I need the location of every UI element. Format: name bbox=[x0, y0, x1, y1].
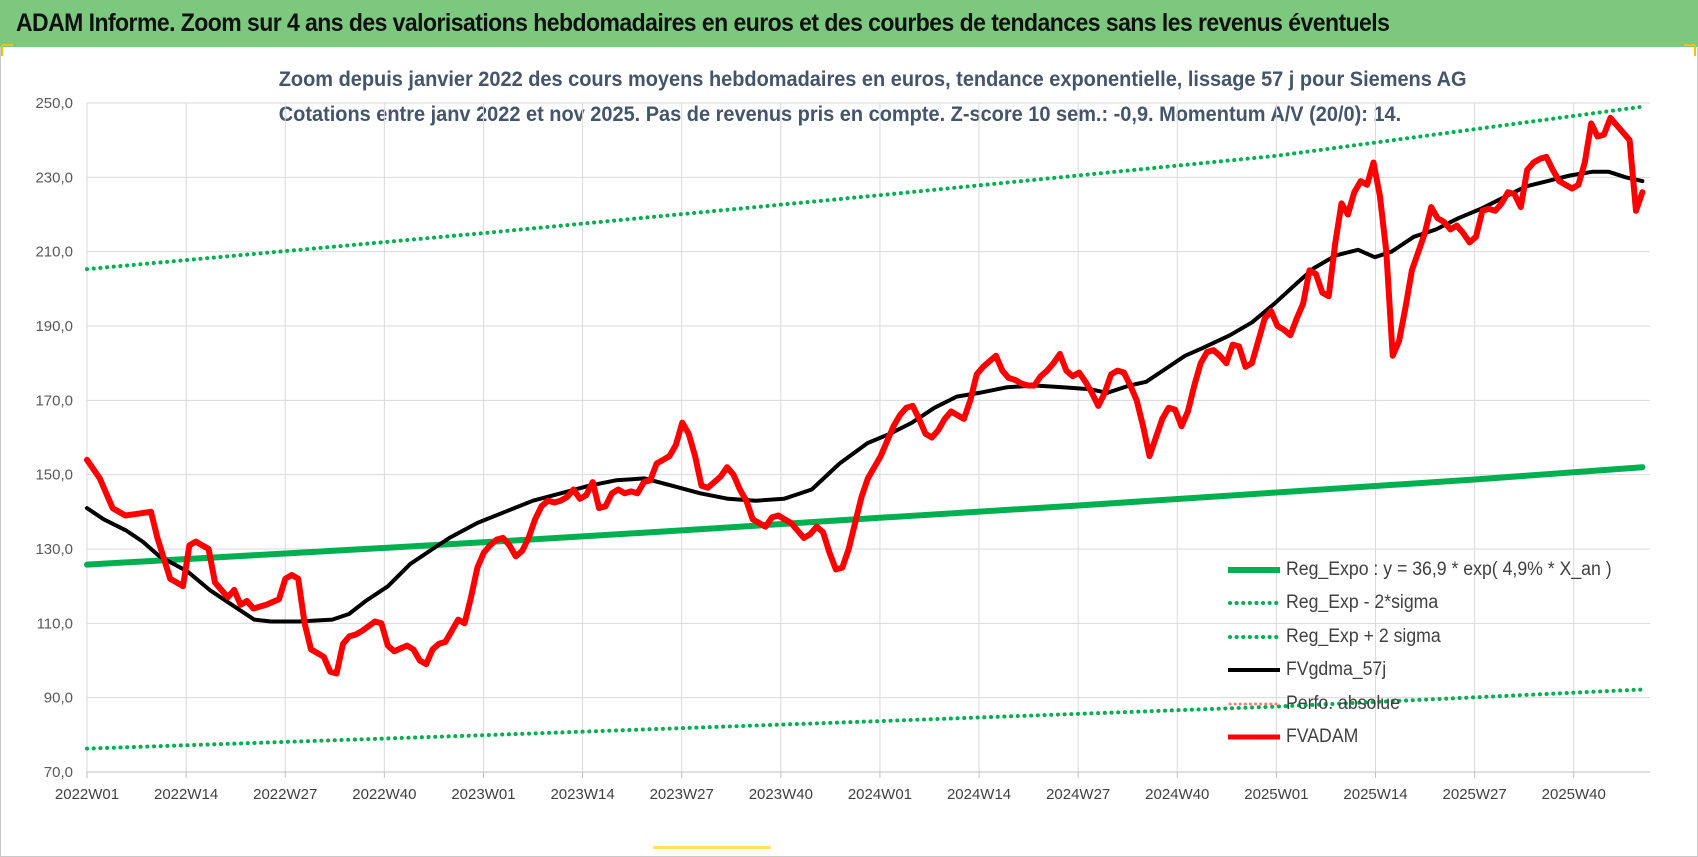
x-tick-label: 2024W14 bbox=[947, 786, 1011, 803]
chart-subtitle-line2: Cotations entre janv 2022 et nov 2025. P… bbox=[278, 103, 1402, 126]
y-tick-label: 110,0 bbox=[37, 615, 73, 632]
legend-label-fvgdma: FVgdma_57j bbox=[1286, 659, 1387, 681]
legend-item-reg-expo: Reg_Expo : y = 36,9 * exp( 4,9% * X_an ) bbox=[1228, 553, 1628, 587]
series-line-3 bbox=[85, 169, 1645, 624]
y-tick-label: 230,0 bbox=[35, 169, 73, 186]
x-tick-label: 2024W40 bbox=[1145, 786, 1209, 803]
legend-label-fvadam: FVADAM bbox=[1286, 726, 1359, 748]
series-line-2 bbox=[85, 104, 1645, 272]
x-tick-label: 2022W01 bbox=[55, 786, 119, 803]
legend-item-fvadam: FVADAM bbox=[1228, 721, 1628, 755]
chart-series bbox=[84, 104, 1646, 751]
legend-label-reg-exp-minus: Reg_Exp - 2*sigma bbox=[1286, 592, 1439, 614]
series-line-1 bbox=[85, 687, 1645, 751]
chart-subtitle-line1: Zoom depuis janvier 2022 des cours moyen… bbox=[278, 68, 1467, 91]
legend-swatch-reg-expo bbox=[1228, 566, 1280, 573]
x-tick-label: 2024W01 bbox=[848, 786, 912, 803]
x-tick-label: 2025W27 bbox=[1443, 786, 1507, 803]
legend-label-reg-expo: Reg_Expo : y = 36,9 * exp( 4,9% * X_an ) bbox=[1286, 558, 1612, 580]
x-tick-label: 2024W27 bbox=[1046, 786, 1110, 803]
legend-label-perfo: Perfo. absolue bbox=[1286, 692, 1400, 714]
legend-label-reg-exp-plus: Reg_Exp + 2 sigma bbox=[1286, 625, 1441, 647]
x-tick-label: 2023W40 bbox=[749, 786, 813, 803]
x-tick-label: 2023W01 bbox=[451, 786, 515, 803]
x-tick-label: 2025W01 bbox=[1244, 786, 1308, 803]
y-tick-label: 70,0 bbox=[44, 764, 73, 781]
y-axis-ticks: 70,0 90,0 110,0 130,0 150,0 170,0 190,0 210,0 23… bbox=[35, 95, 73, 781]
corner-mark-top-left bbox=[1, 44, 13, 56]
banner-title: ADAM Informe. Zoom sur 4 ans des valoris… bbox=[16, 9, 1390, 37]
y-tick-label: 190,0 bbox=[35, 318, 73, 335]
x-tick-label: 2025W14 bbox=[1343, 786, 1407, 803]
y-tick-label: 170,0 bbox=[35, 392, 73, 409]
x-tick-label: 2025W40 bbox=[1542, 786, 1606, 803]
x-axis-ticks: 2022W01 2022W14 2022W27 2022W40 2023W01 2023W… bbox=[55, 786, 1606, 803]
x-tick-label: 2023W27 bbox=[650, 786, 714, 803]
legend-swatch-perfo bbox=[1228, 702, 1280, 706]
legend-swatch-fvadam bbox=[1228, 734, 1280, 740]
legend-item-reg-exp-plus: Reg_Exp + 2 sigma bbox=[1228, 620, 1628, 654]
x-tick-label: 2022W40 bbox=[352, 786, 416, 803]
y-tick-label: 90,0 bbox=[44, 690, 73, 707]
legend-swatch-reg-exp-plus bbox=[1228, 634, 1280, 639]
corner-mark-top-right bbox=[1684, 44, 1696, 56]
x-tick-label: 2023W14 bbox=[550, 786, 614, 803]
chart-legend: Reg_Expo : y = 36,9 * exp( 4,9% * X_an )… bbox=[1228, 553, 1628, 754]
series-line-5 bbox=[84, 114, 1646, 677]
x-tick-label: 2022W14 bbox=[154, 786, 218, 803]
legend-item-fvgdma: FVgdma_57j bbox=[1228, 654, 1628, 688]
series-line-0 bbox=[84, 464, 1646, 568]
y-tick-label: 150,0 bbox=[35, 467, 73, 484]
y-tick-label: 250,0 bbox=[35, 95, 73, 112]
title-banner: ADAM Informe. Zoom sur 4 ans des valoris… bbox=[0, 0, 1698, 47]
x-tick-label: 2022W27 bbox=[253, 786, 317, 803]
legend-swatch-fvgdma bbox=[1228, 668, 1280, 673]
y-tick-label: 210,0 bbox=[35, 244, 73, 261]
legend-item-perfo: Perfo. absolue bbox=[1228, 687, 1628, 721]
bottom-accent-bar bbox=[653, 846, 771, 849]
legend-swatch-reg-exp-minus bbox=[1228, 601, 1280, 606]
legend-item-reg-exp-minus: Reg_Exp - 2*sigma bbox=[1228, 587, 1628, 621]
y-tick-label: 130,0 bbox=[35, 541, 73, 558]
